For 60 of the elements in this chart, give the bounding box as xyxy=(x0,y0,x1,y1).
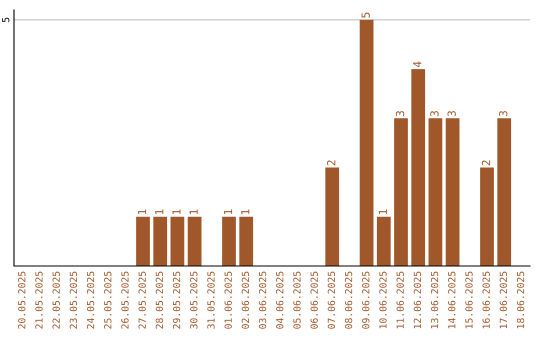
x-tick-label: 16.06.2025 xyxy=(482,272,490,328)
data-label: 1 xyxy=(155,209,164,214)
bar xyxy=(394,118,408,266)
bar xyxy=(136,216,150,266)
x-tick-label: 15.06.2025 xyxy=(465,272,473,328)
bar xyxy=(480,168,494,266)
x-tick-label: 02.06.2025 xyxy=(242,272,250,329)
data-label: 2 xyxy=(482,160,490,166)
x-tick-label: 24.05.2025 xyxy=(86,272,94,329)
x-tick-label: 31.05.2025 xyxy=(207,272,215,329)
data-label: 5 xyxy=(362,12,370,18)
x-tick-label: 01.06.2025 xyxy=(224,272,232,329)
x-tick-label: 30.05.2025 xyxy=(190,272,198,329)
bar xyxy=(376,216,391,266)
x-tick-label: 09.06.2025 xyxy=(362,272,370,329)
x-tick-label: 23.05.2025 xyxy=(70,272,78,329)
bar xyxy=(170,216,184,266)
x-tick-label: 25.05.2025 xyxy=(104,272,112,329)
x-tick-label: 03.06.2025 xyxy=(258,272,266,329)
x-tick-label: 18.06.2025 xyxy=(516,272,524,328)
x-tick-label: 27.05.2025 xyxy=(138,272,146,329)
x-tick-label: 20.05.2025 xyxy=(18,272,26,329)
x-tick-label: 22.05.2025 xyxy=(52,272,60,329)
x-tick-label: 14.06.2025 xyxy=(448,272,456,328)
x-tick-label: 10.06.2025 xyxy=(379,272,387,328)
x-tick-label: 26.05.2025 xyxy=(121,272,129,329)
bar xyxy=(222,216,236,266)
data-label: 1 xyxy=(241,209,250,214)
x-tick-label: 07.06.2025 xyxy=(328,272,336,329)
data-label: 3 xyxy=(499,111,508,116)
data-label: 3 xyxy=(396,111,404,116)
x-tick-label: 21.05.2025 xyxy=(35,272,43,329)
x-tick-label: 04.06.2025 xyxy=(276,272,284,329)
x-tick-label: 28.05.2025 xyxy=(156,272,164,329)
bar xyxy=(153,216,168,266)
data-label: 1 xyxy=(224,209,232,214)
bar xyxy=(428,118,442,266)
bar xyxy=(325,168,340,266)
x-tick-label: 17.06.2025 xyxy=(500,272,508,328)
x-tick-label: 11.06.2025 xyxy=(396,272,404,328)
data-label: 3 xyxy=(430,111,439,116)
x-tick-label: 05.06.2025 xyxy=(293,272,301,329)
bar xyxy=(497,118,512,266)
bar xyxy=(411,69,426,266)
x-tick-label: 13.06.2025 xyxy=(430,272,438,328)
data-label: 1 xyxy=(172,209,180,214)
data-label: 3 xyxy=(447,111,456,116)
data-label: 1 xyxy=(190,209,198,214)
data-label: 4 xyxy=(413,62,422,68)
bar xyxy=(360,20,374,266)
bar xyxy=(239,216,254,266)
data-label: 1 xyxy=(378,209,387,214)
data-label: 2 xyxy=(327,160,336,166)
x-tick-label: 12.06.2025 xyxy=(414,272,422,328)
x-tick-label: 29.05.2025 xyxy=(172,272,180,329)
x-tick-label: 08.06.2025 xyxy=(344,272,352,329)
data-label: 1 xyxy=(138,209,146,214)
x-tick-label: 06.06.2025 xyxy=(310,272,318,329)
bar xyxy=(188,216,202,266)
bar xyxy=(446,118,460,266)
